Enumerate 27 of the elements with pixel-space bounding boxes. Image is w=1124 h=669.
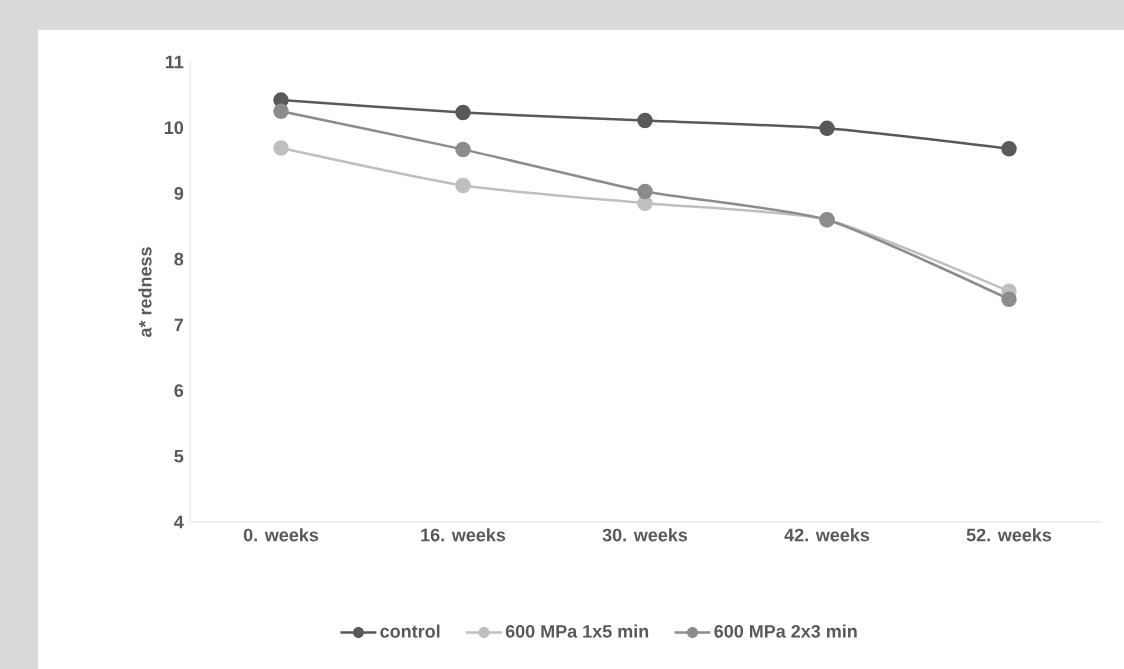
point <box>273 140 289 156</box>
y-tick-label: 9 <box>174 187 184 200</box>
point <box>273 103 289 120</box>
point <box>819 120 835 137</box>
x-tick-label: 30. weeks <box>602 528 688 542</box>
y-tick-label: 4 <box>174 515 184 529</box>
x-tick-label: 0. weeks <box>243 528 319 542</box>
point <box>1001 291 1017 307</box>
legend-label: control <box>380 624 440 638</box>
y-tick-label: 10 <box>164 121 184 135</box>
y-axis-title: a* redness <box>138 247 152 337</box>
point <box>455 177 471 194</box>
point <box>455 141 471 158</box>
y-tick-label: 5 <box>174 449 184 463</box>
point <box>637 112 653 129</box>
y-tick-label: 6 <box>174 384 184 397</box>
x-tick-label: 42. weeks <box>784 528 870 542</box>
legend-label: 600 MPa 1x5 min <box>505 624 649 638</box>
y-tick-label: 7 <box>174 318 184 332</box>
y-tick-label: 11 <box>165 55 184 69</box>
x-tick-label: 52. weeks <box>966 528 1052 542</box>
point <box>455 104 471 121</box>
legend-label: 600 MPa 2x3 min <box>714 624 857 638</box>
x-tick-label: 16. weeks <box>421 528 506 542</box>
point <box>637 183 653 200</box>
y-tick-label: 8 <box>174 252 184 266</box>
point <box>1001 140 1017 157</box>
